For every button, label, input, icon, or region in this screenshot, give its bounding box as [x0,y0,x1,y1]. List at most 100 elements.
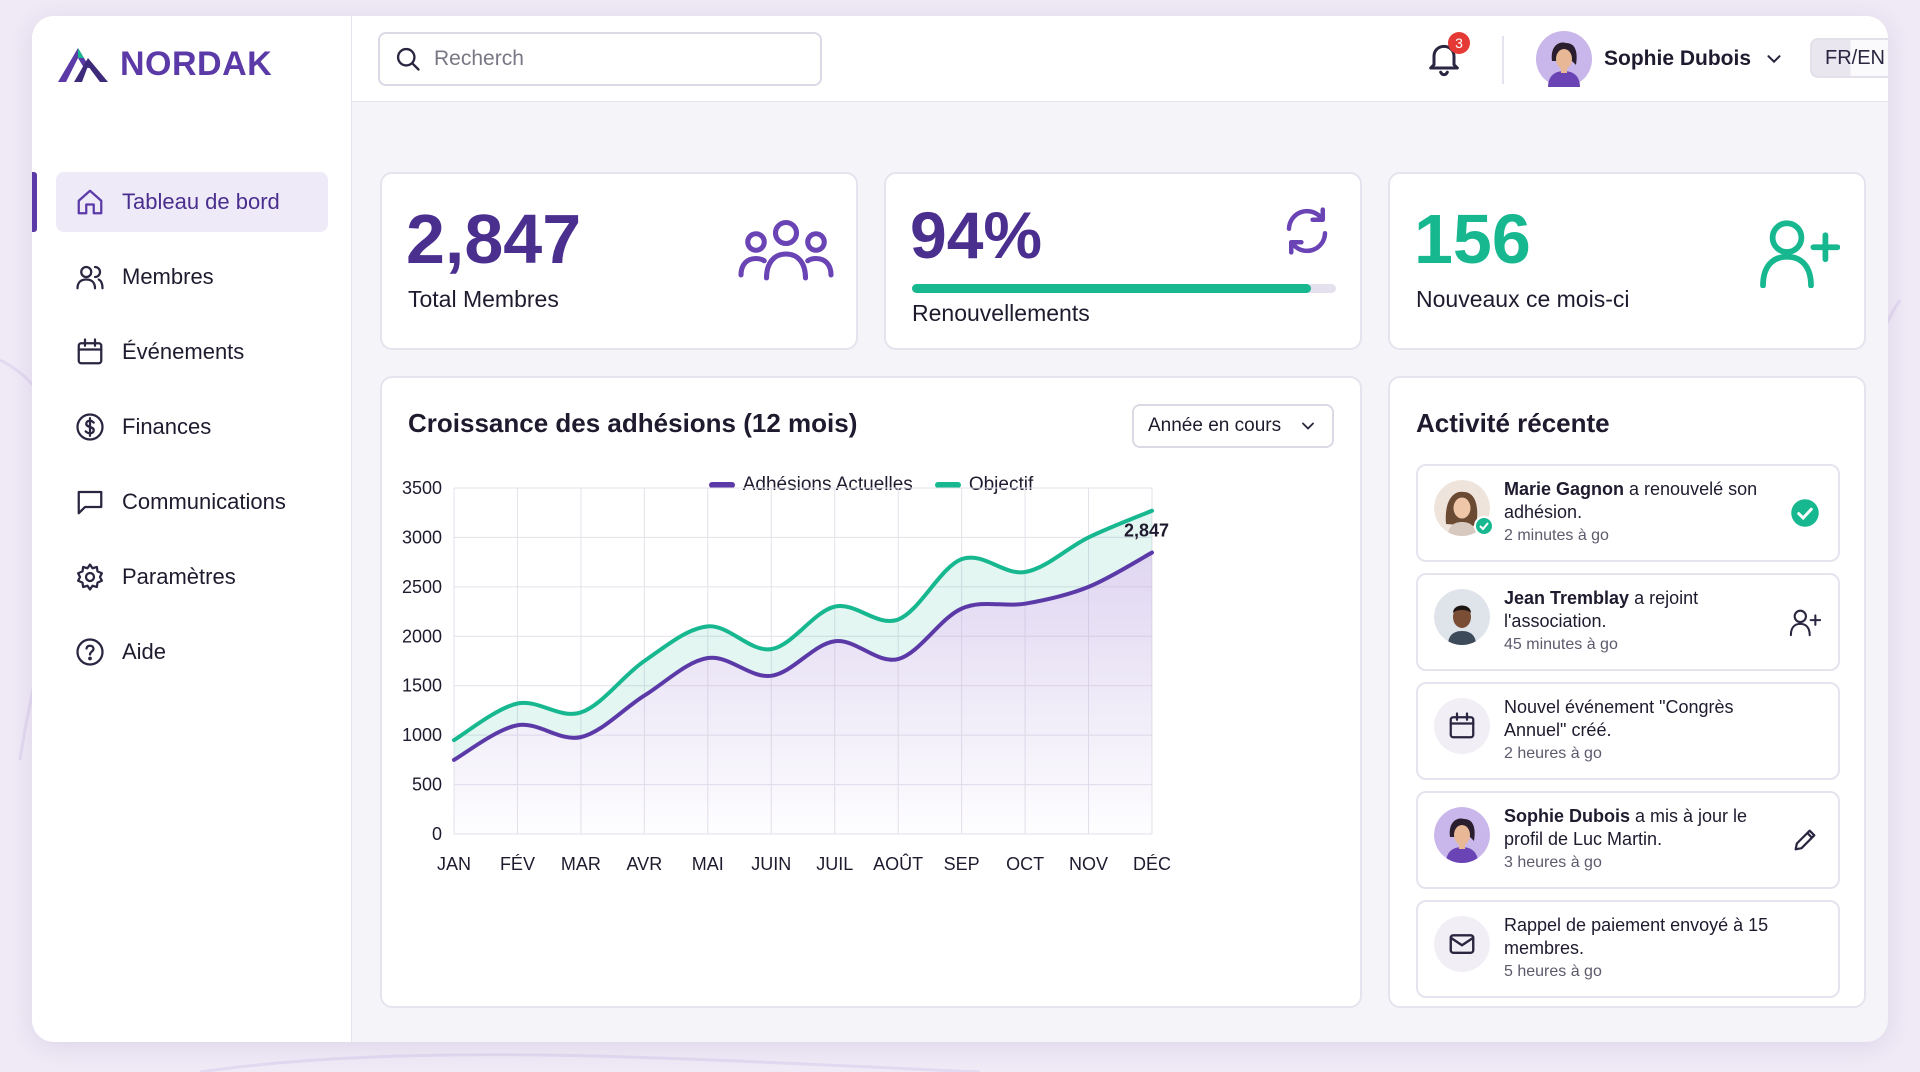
x-tick-label: JAN [437,854,471,874]
activity-text: Jean Tremblay a rejoint l'association. 4… [1504,587,1784,657]
x-tick-label: AVR [627,854,663,874]
chevron-down-icon [1302,422,1314,430]
y-tick-label: 1500 [402,676,442,696]
recent-activity-card: Activité récente Marie Gagnon a renouvel… [1388,376,1866,1008]
sidebar-item-label: Aide [122,639,167,664]
sidebar-item-label: Finances [122,414,212,439]
sidebar-item-members[interactable]: Membres [56,247,328,307]
x-tick-label: NOV [1069,854,1108,874]
legend-item-actual: Adhésions Actuelles [708,474,913,496]
sidebar-item-events[interactable]: Événements [56,322,328,382]
y-tick-label: 3000 [402,527,442,547]
stat-card-members: 2,847 Total Membres [380,172,858,350]
legend-swatch [934,482,961,488]
topbar-divider [1502,36,1504,84]
activity-time: 2 minutes à go [1504,527,1609,544]
activity-item[interactable]: Marie Gagnon a renouvelé son adhésion. 2… [1416,464,1840,562]
help-icon [74,636,106,668]
stat-value: 2,847 [406,200,582,278]
legend-label: Objectif [968,474,1034,495]
renewal-progress-fill [912,284,1311,293]
membership-line-chart: 0 500 1000 1500 2000 2500 3000 3500 JAN FÉV MAR AVR… [402,478,1171,874]
legend-swatch [708,482,735,488]
gear-icon [74,561,106,593]
activity-actor: Jean Tremblay [1504,588,1630,608]
actual-area [454,552,1152,834]
legend-label: Adhésions Actuelles [742,474,913,495]
membership-growth-card: Croissance des adhésions (12 mois) Année… [380,376,1362,1008]
stat-label: Nouveaux ce mois-ci [1416,286,1630,312]
renewal-progress-bar [912,284,1336,293]
activity-message: Nouvel événement "Congrès Annuel" créé. [1504,697,1734,740]
sidebar-item-communications[interactable]: Communications [56,472,328,532]
users-icon [74,261,106,293]
activity-text: Nouvel événement "Congrès Annuel" créé. … [1504,696,1784,766]
mail-icon [1434,916,1490,972]
activity-message: a mis à jour le profil de Luc Martin. [1504,806,1748,849]
refresh-icon[interactable] [1280,204,1334,258]
verified-badge-icon [1474,516,1494,536]
notification-badge: 3 [1448,32,1470,54]
activity-item[interactable]: Sophie Dubois a mis à jour le profil de … [1416,791,1840,889]
x-tick-label: JUIN [751,854,791,874]
legend-item-target: Objectif [934,474,1034,496]
stat-card-renewals: 94% Renouvellements [884,172,1362,350]
sidebar-item-label: Événements [122,339,245,364]
stat-value: 156 [1414,200,1531,278]
logo[interactable]: NORDAK [54,38,272,90]
y-tick-label: 3500 [402,478,442,498]
stat-label: Total Membres [408,286,559,312]
activity-item[interactable]: Jean Tremblay a rejoint l'association. 4… [1416,573,1840,671]
user-plus-icon[interactable] [1788,605,1822,639]
language-toggle[interactable]: FR/EN [1810,38,1888,78]
x-tick-label: DÉC [1133,854,1171,874]
topbar: 3 Sophie Dubois FR/EN [352,16,1888,102]
sidebar-nav: Tableau de bord Membres Événements Finan… [56,172,328,697]
y-tick-label: 2500 [402,577,442,597]
activity-time: 2 heures à go [1504,745,1602,762]
chart-legend: Adhésions Actuelles Objectif [382,474,1360,496]
activity-message: a renouvelé son adhésion. [1504,479,1758,522]
y-tick-label: 1000 [402,725,442,745]
app-window: NORDAK Tableau de bord Membres Événeme [32,16,1888,1042]
activity-actor: Sophie Dubois [1504,806,1630,826]
period-select[interactable]: Année en cours [1132,404,1334,448]
activity-message: a rejoint l'association. [1504,588,1699,631]
user-menu[interactable]: Sophie Dubois [1536,30,1785,88]
x-tick-label: SEP [944,854,980,874]
logo-mark-icon [58,48,108,82]
user-name: Sophie Dubois [1604,47,1751,70]
sidebar-item-label: Communications [122,489,286,514]
bell-icon[interactable] [1424,38,1464,78]
sidebar-item-label: Membres [122,264,214,289]
x-tick-label: OCT [1006,854,1044,874]
sidebar-item-finances[interactable]: Finances [56,397,328,457]
activity-text: Marie Gagnon a renouvelé son adhésion. 2… [1504,478,1784,548]
search-icon [396,47,420,71]
target-series-line [452,508,1154,743]
pencil-icon[interactable] [1788,823,1822,857]
activity-time: 3 heures à go [1504,854,1602,871]
search-input[interactable] [434,47,794,71]
sidebar-item-help[interactable]: Aide [56,622,328,682]
x-tick-label: MAR [561,854,601,874]
avatar [1434,807,1490,863]
activity-item[interactable]: Rappel de paiement envoyé à 15 membres. … [1416,900,1840,998]
activity-actor: Marie Gagnon [1504,479,1625,499]
chevron-down-icon [1767,55,1781,64]
sidebar-item-label: Paramètres [122,564,236,589]
y-tick-label: 0 [432,824,442,844]
group-icon [738,219,834,281]
user-plus-icon [1760,220,1840,288]
sidebar-item-settings[interactable]: Paramètres [56,547,328,607]
y-tick-label: 500 [412,775,442,795]
search-box[interactable] [378,32,822,86]
activity-text: Sophie Dubois a mis à jour le profil de … [1504,805,1784,875]
x-tick-label: AOÛT [873,853,923,874]
sidebar-item-dashboard[interactable]: Tableau de bord [56,172,328,232]
activity-list: Marie Gagnon a renouvelé son adhésion. 2… [1416,464,1840,1009]
activity-item[interactable]: Nouvel événement "Congrès Annuel" créé. … [1416,682,1840,780]
sidebar: NORDAK Tableau de bord Membres Événeme [32,16,352,1042]
stat-value: 94% [910,198,1043,272]
home-icon [74,186,106,218]
